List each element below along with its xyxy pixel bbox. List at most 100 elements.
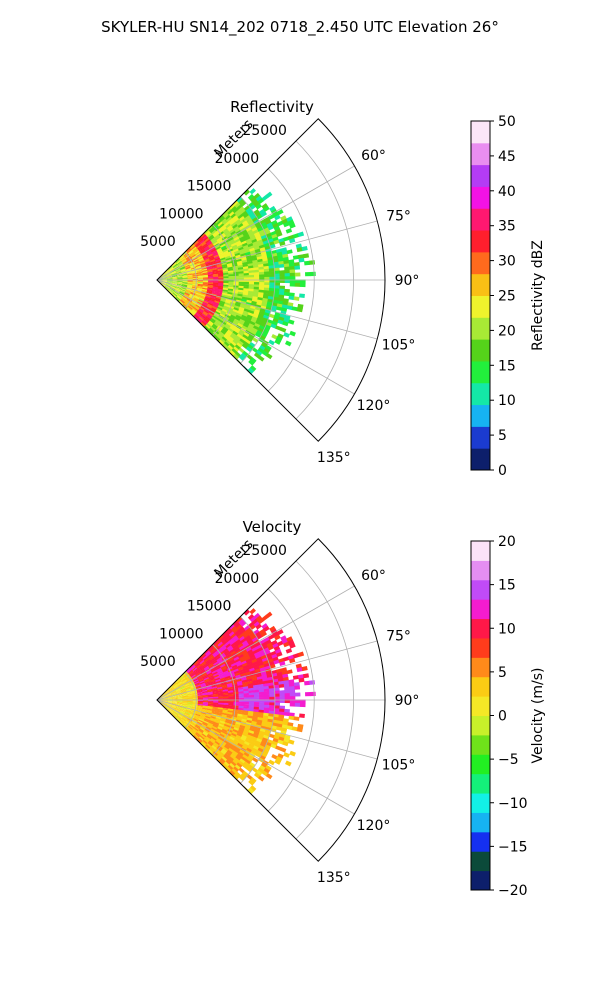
echo-gate [272, 675, 279, 680]
echo-gate [162, 278, 168, 280]
echo-gate [161, 702, 166, 707]
echo-gate [172, 282, 178, 285]
echo-gate [187, 669, 193, 675]
echo-gate [169, 288, 175, 293]
echo-gate [229, 334, 236, 340]
echo-gate [190, 673, 196, 678]
echo-gate [236, 196, 243, 203]
echo-gate [184, 263, 190, 267]
echo-gate [180, 718, 186, 723]
echo-gate [164, 706, 170, 710]
echo-gate [197, 675, 204, 680]
echo-gate [197, 237, 203, 243]
colorbar-segment [471, 339, 490, 362]
echo-gate [283, 712, 290, 717]
echo-gate [241, 325, 248, 331]
echo-gate [274, 282, 281, 286]
echo-gate [286, 725, 293, 731]
echo-gate [222, 289, 229, 293]
echo-gate [175, 287, 182, 290]
echo-gate [181, 705, 188, 708]
echo-gate [213, 696, 219, 699]
echo-gate [274, 693, 281, 698]
echo-gate [299, 713, 305, 718]
echo-gate [254, 752, 262, 758]
echo-gate [187, 306, 193, 312]
echo-gate [186, 706, 193, 709]
echo-gate [233, 248, 240, 253]
echo-gate [221, 294, 228, 298]
echo-gate [186, 269, 192, 272]
echo-gate [248, 284, 255, 288]
echo-gate [295, 243, 302, 249]
echo-gate [223, 754, 229, 761]
echo-gate [171, 262, 177, 267]
echo-gate [239, 304, 246, 309]
echo-gate [250, 738, 257, 744]
echo-gate [221, 264, 228, 268]
echo-gate [177, 260, 182, 265]
echo-gate [177, 274, 183, 277]
echo-gate [263, 707, 270, 711]
echo-gate [210, 746, 216, 752]
echo-gate [167, 701, 173, 704]
echo-gate [165, 270, 170, 275]
echo-gate [164, 706, 170, 711]
echo-gate [220, 654, 227, 660]
echo-gate [245, 736, 253, 742]
echo-gate [181, 298, 187, 303]
echo-gate [165, 690, 170, 694]
echo-gate [186, 718, 193, 723]
echo-gate [240, 620, 247, 627]
echo-gate [210, 666, 216, 672]
echo-gate [274, 705, 280, 709]
echo-gate [235, 755, 242, 761]
echo-gate [252, 241, 259, 246]
echo-gate [283, 641, 290, 648]
echo-gate [208, 278, 214, 280]
echo-gate [238, 281, 245, 285]
echo-gate [277, 220, 284, 227]
echo-gate [276, 629, 284, 636]
echo-gate [164, 706, 169, 711]
echo-gate [225, 346, 232, 353]
echo-gate [174, 290, 180, 294]
echo-gate [193, 679, 199, 683]
echo-gate [224, 302, 231, 306]
echo-gate [242, 754, 249, 760]
echo-gate [223, 281, 229, 284]
echo-gate [274, 228, 282, 235]
echo-gate [221, 730, 227, 735]
echo-gate [274, 273, 281, 278]
echo-gate [165, 285, 171, 290]
echo-gate [212, 231, 218, 237]
echo-gate [200, 652, 206, 658]
echo-gate [196, 269, 203, 273]
echo-gate [289, 269, 296, 274]
echo-gate [189, 682, 195, 686]
echo-gate [260, 654, 268, 660]
echo-gate [202, 694, 209, 697]
echo-gate [230, 341, 237, 347]
echo-gate [170, 286, 176, 290]
echo-gate [217, 266, 223, 270]
echo-gate [287, 302, 294, 307]
echo-gate [225, 751, 232, 757]
echo-gate [262, 260, 269, 265]
echo-gate [205, 260, 211, 264]
echo-gate [216, 639, 222, 646]
echo-gate [219, 720, 226, 725]
sector-frame [156, 538, 386, 862]
echo-gate [191, 690, 198, 694]
echo-gate [199, 715, 206, 719]
echo-gate [160, 273, 166, 277]
echo-gate [184, 713, 190, 717]
echo-gate [263, 685, 270, 690]
echo-gate [233, 727, 240, 732]
echo-gate [190, 266, 197, 270]
echo-gate [200, 264, 207, 268]
echo-gate [186, 727, 191, 733]
echo-gate [283, 752, 290, 758]
echo-gate [248, 267, 255, 271]
echo-gate [258, 664, 265, 669]
